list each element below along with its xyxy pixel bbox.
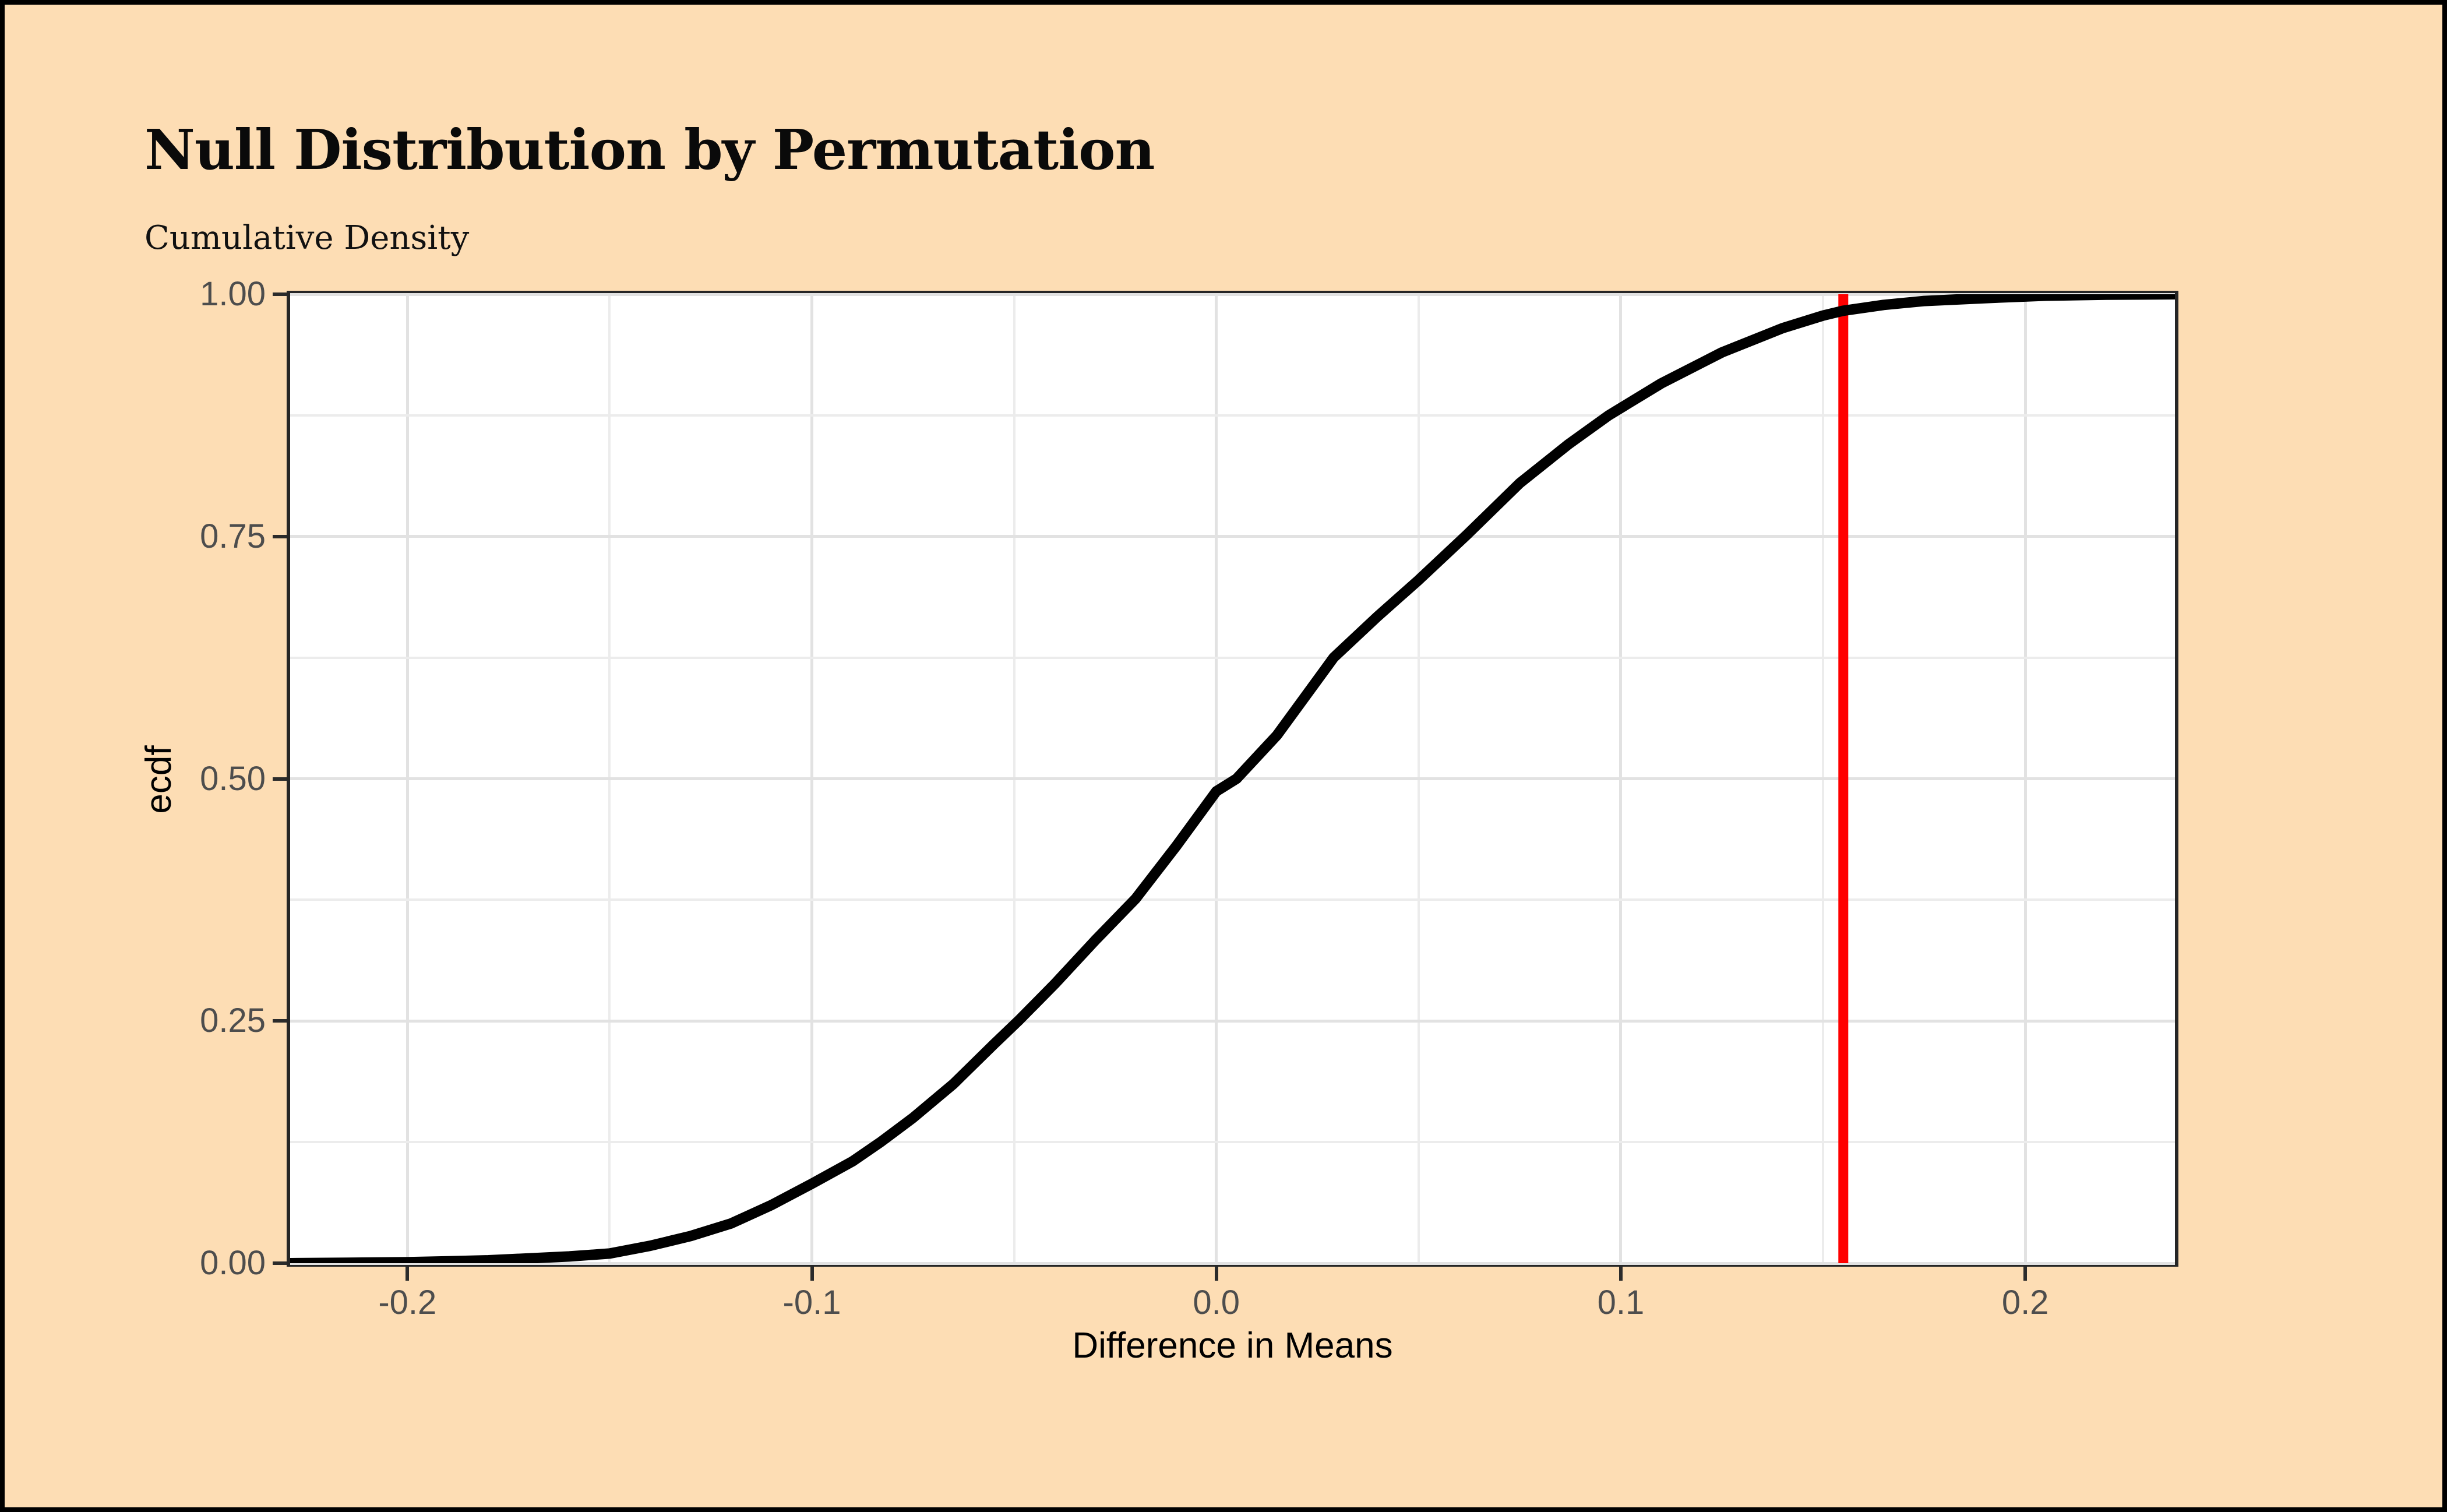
x-tick-label: -0.2: [378, 1284, 437, 1321]
h-gridline-minor: [290, 898, 2175, 901]
y-tick-mark: [273, 534, 287, 538]
y-tick-mark: [273, 1261, 287, 1265]
ecdf-chart-svg: [290, 294, 2175, 1263]
y-tick-mark: [273, 777, 287, 781]
chart-title: Null Distribution by Permutation: [144, 118, 1155, 182]
x-tick-label: 0.2: [2001, 1284, 2049, 1321]
x-tick-label: 0.0: [1193, 1284, 1240, 1321]
h-gridline-minor: [290, 414, 2175, 417]
x-tick-mark: [1619, 1267, 1623, 1281]
y-tick-mark: [273, 1019, 287, 1023]
y-tick-mark: [273, 292, 287, 296]
y-tick-label: 1.00: [200, 275, 266, 313]
h-gridline-minor: [290, 656, 2175, 659]
h-gridline-minor: [290, 1141, 2175, 1144]
x-tick-mark: [406, 1267, 410, 1281]
h-gridline-major: [290, 535, 2175, 538]
h-gridline-major: [290, 1019, 2175, 1023]
x-tick-label: -0.1: [782, 1284, 841, 1321]
chart-subtitle: Cumulative Density: [144, 219, 470, 257]
x-tick-mark: [1214, 1267, 1218, 1281]
x-axis-title: Difference in Means: [1072, 1326, 1393, 1366]
y-tick-label: 0.50: [200, 759, 266, 798]
y-tick-label: 0.25: [200, 1002, 266, 1040]
ecdf-curve: [290, 294, 2175, 1263]
y-axis-title: ecdf: [139, 745, 179, 814]
plot-panel: [290, 292, 2175, 1265]
plot-background: Null Distribution by Permutation Cumulat…: [5, 5, 2442, 1507]
y-tick-label: 0.00: [200, 1244, 266, 1282]
x-tick-label: 0.1: [1597, 1284, 1645, 1321]
x-tick-mark: [810, 1267, 814, 1281]
h-gridline-major: [290, 1261, 2175, 1265]
y-tick-label: 0.75: [200, 517, 266, 555]
x-tick-mark: [2023, 1267, 2028, 1281]
h-gridline-major: [290, 292, 2175, 296]
